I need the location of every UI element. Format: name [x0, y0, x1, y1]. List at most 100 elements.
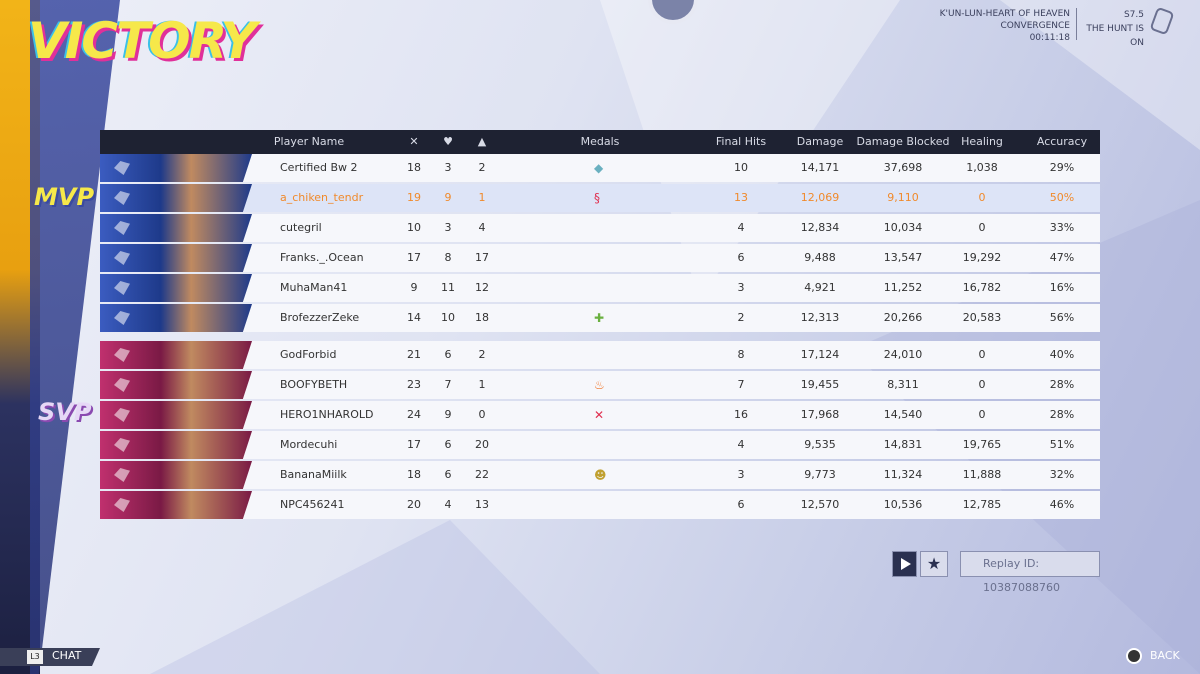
- final-hits: 6: [737, 498, 745, 511]
- deaths: 6: [444, 348, 452, 361]
- damage-blocked: 14,540: [883, 408, 923, 421]
- damage-blocked: 8,311: [887, 378, 919, 391]
- map-name: K'UN-LUN-HEART OF HEAVEN: [939, 9, 1070, 19]
- deaths: 3: [444, 161, 452, 174]
- kills: 23: [407, 378, 421, 391]
- accuracy: 51%: [1049, 438, 1075, 451]
- deaths: 4: [444, 498, 452, 511]
- deaths-icon: ♥: [443, 135, 453, 148]
- accuracy: 28%: [1049, 408, 1075, 421]
- assists: 17: [475, 251, 489, 264]
- final-hits: 7: [737, 378, 745, 391]
- player-row: Mordecuhi 17 6 20 4 9,535 14,831 19,765 51%: [100, 431, 1100, 459]
- kills: 10: [407, 221, 421, 234]
- season: S7.5: [1123, 10, 1144, 20]
- medal-icon: ◆: [594, 161, 604, 175]
- back-icon[interactable]: [1126, 648, 1142, 664]
- medal-icon: ✕: [594, 408, 605, 422]
- team-badge: MVP: [34, 183, 95, 211]
- kills: 17: [407, 251, 421, 264]
- deaths: 9: [444, 408, 452, 421]
- deaths: 9: [444, 191, 452, 204]
- season-name: THE HUNT IS ON: [1086, 24, 1144, 48]
- name: HERO1NHAROLD: [280, 408, 374, 421]
- damage: 12,570: [800, 498, 840, 511]
- accuracy: 29%: [1049, 161, 1075, 174]
- assists: 1: [478, 378, 486, 391]
- player-row: MuhaMan41 9 11 12 3 4,921 11,252 16,782 16%: [100, 274, 1100, 302]
- damage: 4,921: [804, 281, 836, 294]
- final-hits: 3: [737, 468, 745, 481]
- kills: 21: [407, 348, 421, 361]
- damage: 12,069: [800, 191, 840, 204]
- assists-icon: ▲: [477, 135, 487, 148]
- assists: 0: [478, 408, 486, 421]
- name: Mordecuhi: [280, 438, 338, 451]
- play-button[interactable]: [892, 551, 917, 577]
- final-hits: 16: [734, 408, 748, 421]
- assists: 2: [478, 348, 486, 361]
- player-row: Franks._.Ocean 17 8 17 6 9,488 13,547 19,292 47%: [100, 244, 1100, 272]
- damage-blocked: 14,831: [883, 438, 923, 451]
- healing: 19,292: [962, 251, 1002, 264]
- damage: 9,488: [804, 251, 836, 264]
- final-hits: 4: [737, 221, 745, 234]
- healing: 12,785: [962, 498, 1002, 511]
- divider: [1076, 8, 1077, 40]
- name: BananaMiilk: [280, 468, 347, 481]
- name: Certified Bw 2: [280, 161, 358, 174]
- table-header: Player Name ✕ ♥ ▲ Medals Final Hits Dama…: [100, 130, 1100, 154]
- healing: 11,888: [962, 468, 1002, 481]
- final-hits: 13: [734, 191, 748, 204]
- name: a_chiken_tendr: [280, 191, 364, 204]
- deaths: 7: [444, 378, 452, 391]
- healing: 19,765: [962, 438, 1002, 451]
- match-time: 00:11:18: [1029, 33, 1070, 43]
- damage-blocked: 37,698: [883, 161, 923, 174]
- accuracy: 16%: [1049, 281, 1075, 294]
- col-blocked: Damage Blocked: [856, 135, 950, 148]
- chat-bar[interactable]: [0, 648, 100, 666]
- kills-icon: ✕: [409, 135, 419, 148]
- damage: 12,834: [800, 221, 840, 234]
- accuracy: 40%: [1049, 348, 1075, 361]
- kills: 19: [407, 191, 421, 204]
- player-row: a_chiken_tendr 19 9 1 13 12,069 9,110 0 50% §: [100, 184, 1100, 212]
- name: cutegril: [280, 221, 322, 234]
- damage-blocked: 10,034: [883, 221, 923, 234]
- name: BOOFYBETH: [280, 378, 348, 391]
- assists: 18: [475, 311, 489, 324]
- damage-blocked: 20,266: [883, 311, 923, 324]
- medal-icon: ✚: [594, 311, 605, 325]
- team-badge: SVP: [38, 398, 92, 426]
- chat-key: L3: [27, 650, 43, 664]
- final-hits: 10: [734, 161, 748, 174]
- kills: 14: [407, 311, 421, 324]
- kills: 17: [407, 438, 421, 451]
- healing: 0: [978, 191, 986, 204]
- replay-id[interactable]: Replay ID: 10387088760: [960, 551, 1100, 594]
- healing: 0: [978, 221, 986, 234]
- chat-label: CHAT: [52, 649, 82, 662]
- healing: 16,782: [962, 281, 1002, 294]
- accuracy: 47%: [1049, 251, 1075, 264]
- medal-icon: ☻: [594, 468, 607, 482]
- damage-blocked: 9,110: [887, 191, 919, 204]
- damage-blocked: 24,010: [883, 348, 923, 361]
- back-label[interactable]: BACK: [1150, 649, 1180, 662]
- final-hits: 3: [737, 281, 745, 294]
- match-info: K'UN-LUN-HEART OF HEAVEN CONVERGENCE 00:…: [940, 8, 1070, 44]
- damage: 19,455: [800, 378, 840, 391]
- final-hits: 4: [737, 438, 745, 451]
- kills: 18: [407, 468, 421, 481]
- name: NPC456241: [280, 498, 345, 511]
- name: GodForbid: [280, 348, 337, 361]
- final-hits: 6: [737, 251, 745, 264]
- damage-blocked: 11,324: [883, 468, 923, 481]
- victory-title: VICTORY: [28, 12, 257, 70]
- favorite-button[interactable]: ★: [920, 551, 948, 577]
- assists: 1: [478, 191, 486, 204]
- name: BrofezzerZeke: [280, 311, 360, 324]
- medal-icon: ♨: [594, 378, 605, 392]
